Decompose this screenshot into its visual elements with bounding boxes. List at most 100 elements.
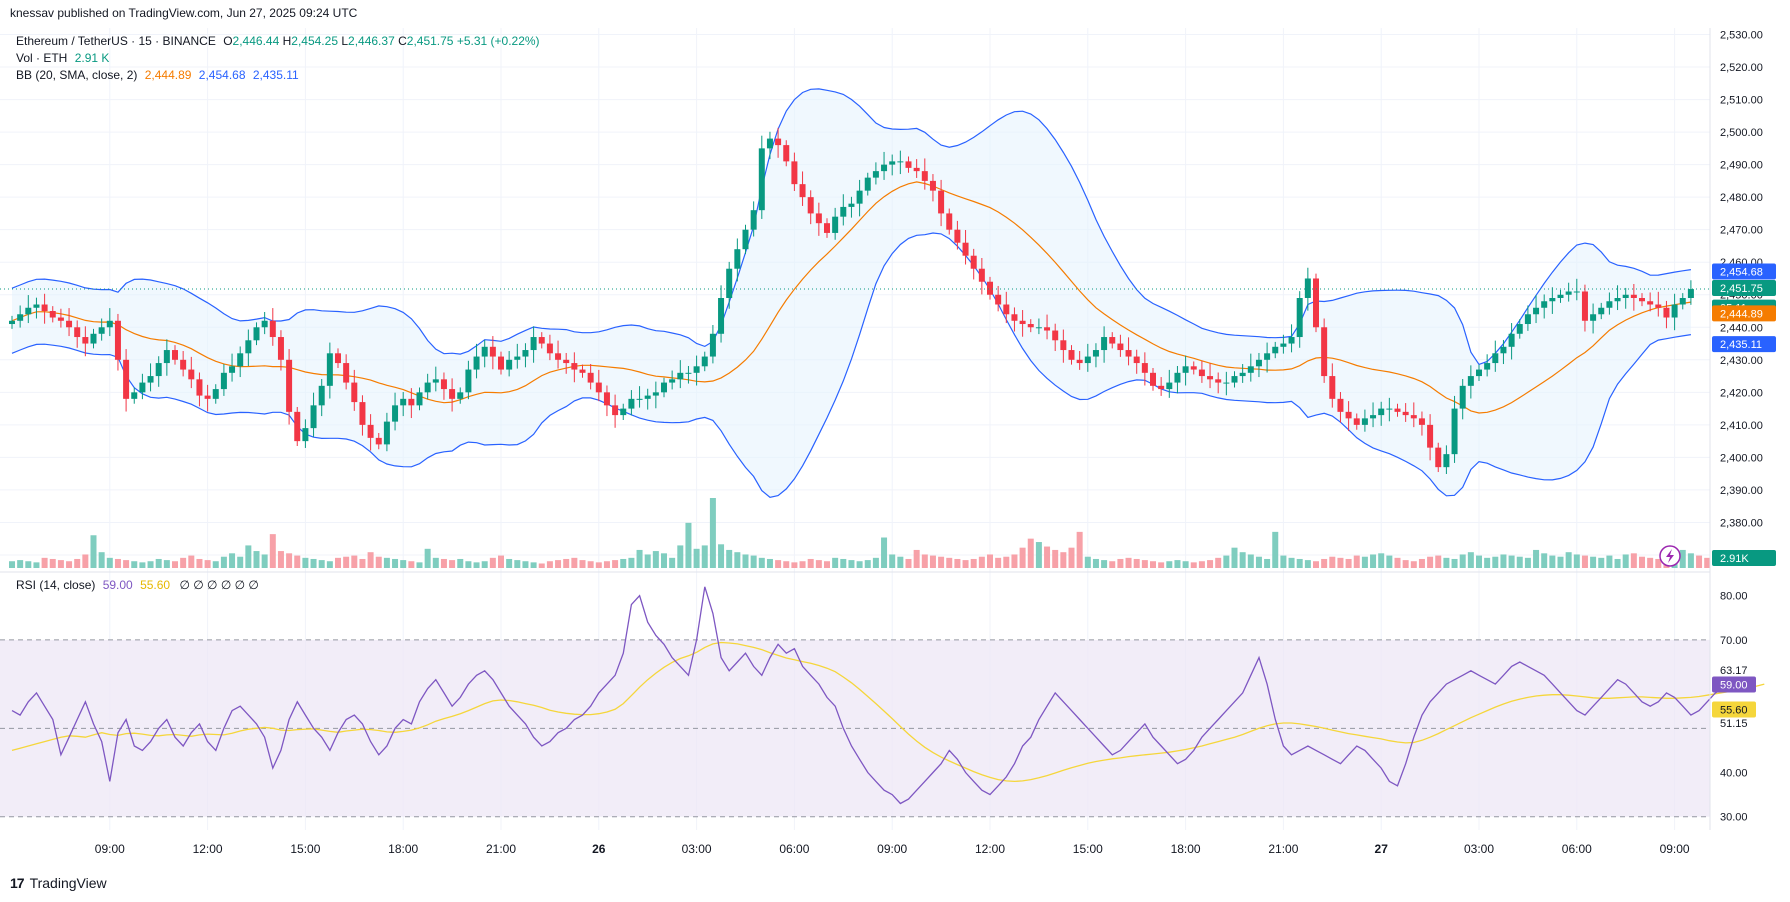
candle-body [685,372,692,374]
candle-body [261,320,268,328]
volume-bar [1255,556,1262,568]
price-tick-label: 2,390.00 [1720,485,1763,497]
candle-body [180,359,187,370]
rsi-axis[interactable]: 80.00 70.00 63.17 51.15 40.00 30.00 [1720,591,1748,824]
price-tick-label: 2,440.00 [1720,322,1763,334]
candle-body [1541,301,1548,308]
volume-bar [587,561,594,568]
candle-body [1223,382,1230,384]
volume-bar [636,549,643,568]
price-label-box [1712,336,1776,353]
rsi-tick-label: 51.15 [1720,718,1748,730]
candle-body [693,366,700,373]
candle-body [546,343,553,354]
price-tick-label: 2,490.00 [1720,160,1763,172]
volume-bar [1386,555,1393,568]
candle-body [392,405,399,422]
volume-bar [57,560,64,568]
candle-body [106,320,113,328]
candle-body [1060,340,1067,351]
alert-lightning-icon[interactable] [1659,545,1681,567]
volume-bar [49,558,56,568]
volume-bar [481,561,488,568]
volume-bar [938,556,945,568]
volume-bar [1590,556,1597,568]
candle-body [661,382,667,393]
candle-body [652,392,659,396]
volume-bar [326,561,333,568]
candle-body [864,177,871,191]
candle-body [245,340,252,354]
volume-bar [1272,531,1279,568]
symbol-name[interactable]: Ethereum / TetherUS · 15 · BINANCE [16,34,216,48]
candle-body [1655,304,1662,308]
volume-bar [514,560,521,568]
bb-legend[interactable]: BB (20, SMA, close, 2) 2,444.89 2,454.68… [16,68,299,82]
candle-body [1467,376,1474,386]
candle-body [326,353,333,386]
candle-body [229,366,236,373]
time-tick-label: 09:00 [1660,842,1690,856]
candle-body [709,333,716,357]
volume-bar [123,560,130,568]
candle-body [1264,353,1271,360]
candle-body [718,298,725,334]
volume-bar [286,553,293,568]
volume-bar [449,560,456,568]
bb-label[interactable]: BB (20, SMA, close, 2) [16,68,138,82]
candle-body [538,337,545,344]
volume-bar [1101,560,1108,568]
candle-body [343,363,350,383]
time-tick-label: 09:00 [95,842,125,856]
candle-body [1215,379,1222,383]
volume-bar [98,552,105,568]
candle-body [123,359,130,399]
candle-body [1084,356,1091,364]
candle-body [872,171,879,178]
rsi-label[interactable]: RSI (14, close) [16,578,96,592]
candle-body [750,210,757,230]
candle-body [636,398,643,400]
candle-body [172,350,178,360]
volume-legend[interactable]: Vol · ETH 2.91 K [16,51,109,65]
volume-bar [1598,557,1605,568]
candle-body [155,363,162,377]
volume-bar [807,558,814,568]
volume-bar [1630,553,1637,568]
volume-bar [612,560,619,568]
candle-body [905,161,912,168]
volume-bar [1182,561,1189,568]
candle-body [1150,372,1156,386]
price-label-box [1712,550,1776,566]
volume-bar [1435,555,1442,568]
candle-body [1361,418,1368,425]
volume-bar [1557,556,1564,568]
volume-label[interactable]: Vol · ETH [16,51,68,65]
volume-bar [815,560,822,568]
volume-bar [1451,558,1458,568]
time-axis[interactable]: 09:00 12:00 15:00 18:00 21:00 26 03:00 06:00 09:… [95,842,1690,856]
candle-body [9,320,15,325]
volume-bar [750,555,757,568]
volume-bar [1141,560,1148,568]
volume-bar [1337,557,1344,568]
open-label: O [223,34,233,48]
candle-body [335,353,341,364]
candle-body [489,346,496,357]
rsi-legend[interactable]: RSI (14, close) 59.00 55.60 ∅ ∅ ∅ ∅ ∅ ∅ [16,578,259,592]
time-tick-label: 21:00 [1268,842,1298,856]
volume-bar [359,558,366,568]
volume-bar [269,534,276,568]
open-value: 2,446.44 [232,34,280,48]
volume-bar [595,562,602,568]
symbol-legend[interactable]: Ethereum / TetherUS · 15 · BINANCE O2,44… [16,34,540,48]
volume-bars [9,498,1711,568]
volume-bar [742,554,749,568]
volume-bar [318,560,325,568]
volume-bar [1329,556,1336,568]
footer-brand[interactable]: 17 TradingView [10,875,107,891]
candle-body [1052,330,1059,341]
volume-bar [400,560,407,568]
time-tick-label: 12:00 [975,842,1005,856]
